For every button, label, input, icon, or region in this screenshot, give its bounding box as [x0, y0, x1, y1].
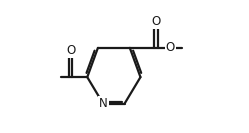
Text: N: N — [99, 97, 108, 110]
Text: O: O — [66, 44, 75, 57]
Text: O: O — [166, 41, 175, 54]
Text: O: O — [151, 15, 160, 28]
